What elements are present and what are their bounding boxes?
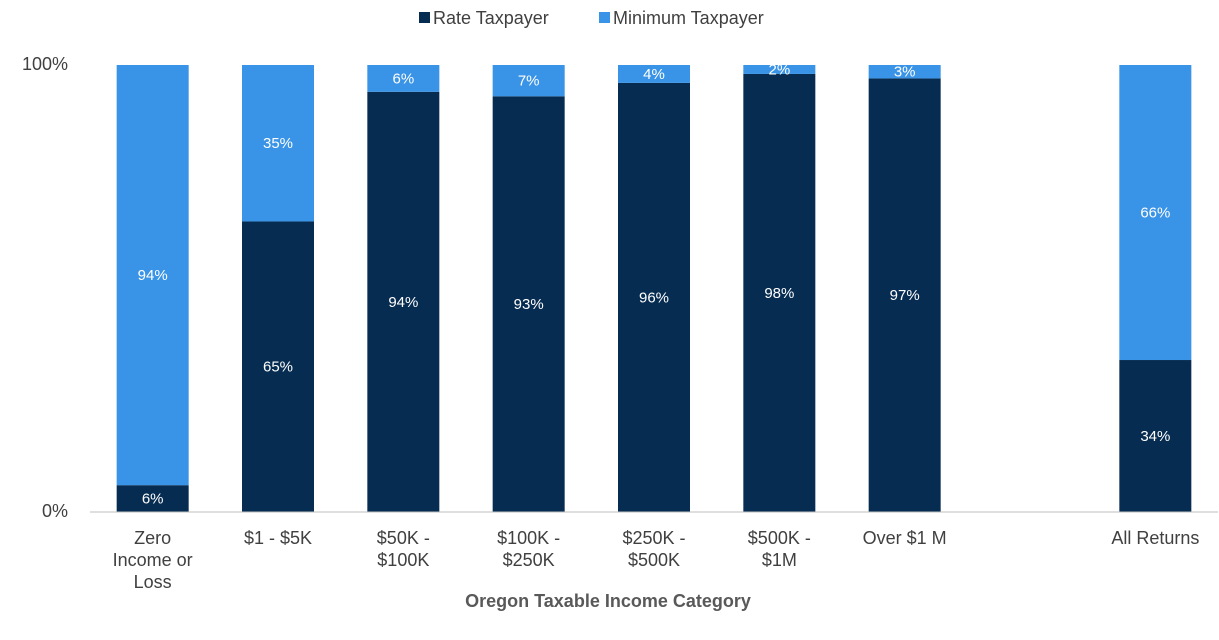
data-label: 97%	[890, 287, 920, 304]
data-label: 34%	[1140, 428, 1170, 445]
data-label: 4%	[643, 66, 665, 83]
data-label: 2%	[768, 61, 790, 78]
bar-segment	[242, 65, 314, 222]
bar-segment	[743, 65, 816, 74]
bar-segment	[242, 221, 314, 512]
bar-segment	[618, 82, 690, 512]
bar-segment	[1119, 65, 1192, 361]
data-label: 94%	[138, 267, 168, 284]
data-label: 6%	[392, 70, 414, 87]
bar-segment	[116, 485, 189, 512]
x-tick-label: All Returns	[1111, 528, 1200, 548]
x-tick-label: Zero Income or Loss	[112, 528, 193, 592]
x-tick-label: $1 - $5K	[243, 528, 313, 548]
bar-segment	[743, 73, 816, 512]
x-tick-label: $100K - $250K	[497, 528, 561, 570]
bar-segment	[116, 65, 189, 486]
data-label: 98%	[764, 285, 794, 302]
x-tick-label: Over $1 M	[862, 528, 947, 548]
legend-label: Rate Taxpayer	[433, 8, 549, 28]
bar-segment	[492, 65, 565, 97]
data-label: 96%	[639, 289, 669, 306]
bar-segment	[1119, 360, 1192, 512]
legend-swatch	[419, 12, 430, 23]
legend-label: Minimum Taxpayer	[613, 8, 764, 28]
bar-segment	[868, 65, 941, 79]
x-tick-label: $50K - $100K	[376, 528, 430, 570]
data-label: 6%	[142, 491, 164, 508]
x-tick-label: $500K - $1M	[747, 528, 811, 570]
data-label: 65%	[263, 359, 293, 376]
y-tick-label: 0%	[42, 501, 68, 521]
data-label: 7%	[518, 73, 540, 90]
data-label: 93%	[514, 296, 544, 313]
y-tick-label: 100%	[22, 54, 68, 74]
bar-segment	[868, 78, 941, 512]
data-label: 66%	[1140, 204, 1170, 221]
legend-swatch	[599, 12, 610, 23]
x-tick-label: $250K - $500K	[622, 528, 686, 570]
bar-segment	[367, 91, 440, 512]
data-label: 94%	[388, 294, 418, 311]
x-axis-label: Oregon Taxable Income Category	[465, 591, 751, 611]
bar-segment	[492, 96, 565, 512]
data-label: 3%	[894, 64, 916, 81]
data-label: 35%	[263, 135, 293, 152]
bar-segment	[367, 65, 440, 92]
bar-segment	[618, 65, 690, 83]
